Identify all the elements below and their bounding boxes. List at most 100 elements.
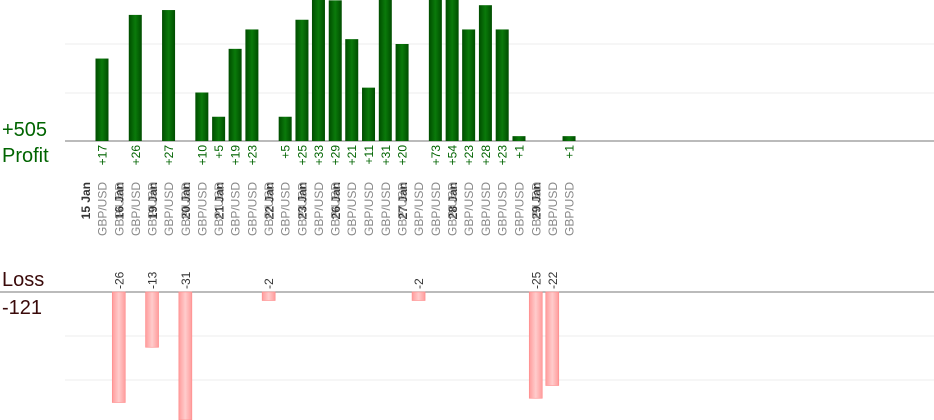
profit-value-label: +11 (362, 145, 376, 165)
profit-value-label: +27 (162, 145, 176, 166)
profit-value-label: +54 (446, 145, 460, 166)
date-label: 28 Jan (446, 182, 460, 219)
loss-value-label: -2 (412, 278, 426, 289)
loss-bar (145, 291, 159, 348)
profit-bar (362, 87, 376, 141)
loss-value-label: -31 (179, 271, 193, 289)
profit-bar (495, 29, 509, 142)
pair-label: GBP/USD (462, 182, 476, 236)
profit-total-value: +505 (2, 119, 48, 141)
bars-layer (95, 0, 576, 420)
profit-value-label: +26 (129, 145, 143, 166)
date-label: 15 Jan (79, 182, 93, 219)
date-label: 27 Jan (396, 182, 410, 219)
pair-label: GBP/USD (412, 182, 426, 236)
profit-value-label: +19 (229, 145, 243, 166)
profit-bar (95, 58, 109, 141)
date-label: 23 Jan (296, 182, 310, 219)
pair-label: GBP/USD (212, 182, 226, 236)
pair-label: GBP/USD (312, 182, 326, 236)
profit-bar (345, 39, 359, 141)
profit-label: Profit (2, 145, 49, 167)
profit-bar (462, 29, 476, 142)
profit-bar (311, 0, 325, 141)
date-label: 20 Jan (179, 182, 193, 219)
loss-bar (528, 291, 543, 399)
profit-value-label: +10 (195, 145, 209, 166)
profit-bar (228, 48, 242, 141)
pair-label: GBP/USD (295, 182, 309, 236)
pair-label: GBP/USD (546, 182, 560, 236)
loss-bar (411, 291, 426, 301)
loss-value-label: -2 (262, 278, 276, 289)
profit-bar (395, 44, 409, 141)
loss-value-label: -22 (546, 271, 560, 289)
profit-bar (512, 136, 526, 141)
profit-bar (278, 116, 292, 141)
profit-bar (378, 0, 392, 141)
profit-value-label: +33 (312, 145, 326, 166)
pair-label: GBP/USD (195, 182, 209, 236)
profit-value-label: +23 (496, 145, 510, 166)
profit-bar (245, 29, 259, 142)
profit-bar (328, 0, 342, 141)
date-label: 29 Jan (529, 182, 543, 219)
pair-label: GBP/USD (146, 182, 160, 236)
profit-value-label: +73 (429, 145, 443, 166)
profit-bar (128, 14, 142, 141)
pair-label: GBP/USD (479, 182, 493, 236)
pair-label: GBP/USD (345, 182, 359, 236)
profit-value-label: +5 (212, 145, 226, 159)
profit-value-label: +29 (329, 145, 343, 166)
loss-total-value: -121 (2, 297, 43, 319)
profit-value-label: +31 (379, 145, 393, 166)
pair-label: GBP/USD (179, 182, 193, 236)
profit-bar (162, 10, 176, 141)
pair-label: GBP/USD (96, 182, 110, 236)
profit-bar (445, 0, 459, 141)
pair-label: GBP/USD (512, 182, 526, 236)
date-label: 26 Jan (329, 182, 343, 219)
pair-label: GBP/USD (279, 182, 293, 236)
pair-label: GBP/USD (329, 182, 343, 236)
pair-label: GBP/USD (396, 182, 410, 236)
pair-label: GBP/USD (112, 182, 126, 236)
profit-value-label: +28 (479, 145, 493, 166)
pair-label: GBP/USD (129, 182, 143, 236)
pair-label: GBP/USD (245, 182, 259, 236)
date-label: 19 Jan (146, 182, 160, 219)
loss-label: Loss (2, 269, 45, 291)
bar-labels-layer: +17-26+26-13+27-31+10 +5 +19 +23-2+5 +25 +33 +… (96, 145, 577, 289)
loss-bar (178, 291, 193, 420)
pair-label: GBP/USD (229, 182, 243, 236)
profit-value-label: +23 (462, 145, 476, 166)
date-label: 22 Jan (262, 182, 276, 219)
profit-bar (212, 116, 226, 141)
pair-labels-layer: GBP/USD GBP/USD GBP/USD GBP/USD GBP/USD GBP/U… (96, 182, 577, 236)
profit-bar (195, 92, 209, 141)
profit-bar (428, 0, 442, 141)
profit-value-label: +17 (96, 145, 110, 166)
date-labels-layer: 15 Jan 16 Jan 19 Jan 20 Jan 21 Jan 22 Jan 23 J… (79, 182, 543, 219)
pair-label: GBP/USD (563, 182, 577, 236)
pair-label: GBP/USD (496, 182, 510, 236)
date-label: 16 Jan (112, 182, 126, 219)
pair-label: GBP/USD (446, 182, 460, 236)
pair-label: GBP/USD (362, 182, 376, 236)
date-label: 21 Jan (212, 182, 226, 219)
profit-value-label: +21 (345, 145, 359, 166)
pair-label: GBP/USD (429, 182, 443, 236)
pair-label: GBP/USD (529, 182, 543, 236)
profit-value-label: +23 (245, 145, 259, 166)
loss-bar (111, 291, 126, 403)
loss-value-label: -26 (112, 271, 126, 289)
pair-label: GBP/USD (262, 182, 276, 236)
profit-value-label: +5 (279, 145, 293, 159)
loss-bar (261, 291, 276, 301)
loss-bar (545, 291, 560, 386)
profit-bar (562, 136, 576, 141)
profit-value-label: +20 (396, 145, 410, 166)
pair-label: GBP/USD (162, 182, 176, 236)
loss-value-label: -13 (146, 271, 160, 289)
